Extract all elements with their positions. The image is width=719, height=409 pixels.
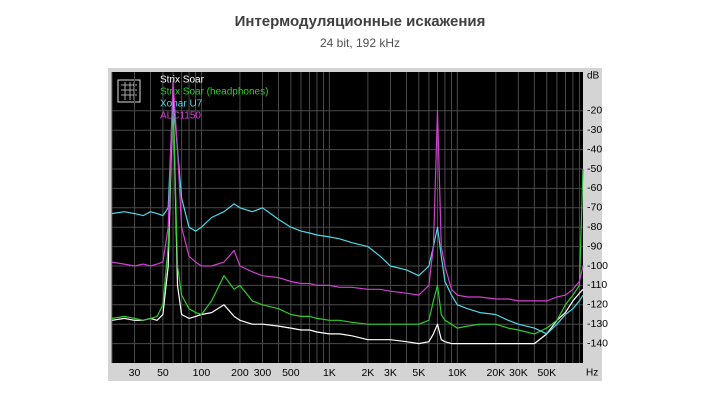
legend-label: ALC1150 xyxy=(160,111,201,122)
y-tick-label: -40 xyxy=(587,143,602,155)
y-tick-label: -50 xyxy=(587,163,602,175)
plot-area xyxy=(112,72,583,363)
legend-icon xyxy=(117,79,141,103)
y-tick-label: -130 xyxy=(587,318,608,330)
legend-label: Strix Soar (headphones) xyxy=(160,87,268,98)
x-tick-label: 1K xyxy=(323,367,336,379)
y-axis-unit: dB xyxy=(587,71,600,82)
x-tick-label: 50 xyxy=(157,367,169,379)
x-tick-label: 20K xyxy=(486,367,505,379)
chart-title: Интермодуляционные искажения xyxy=(235,13,486,30)
legend-label: Xonar U7 xyxy=(160,99,203,110)
x-tick-label: 100 xyxy=(193,367,211,379)
x-tick-label: 200 xyxy=(231,367,249,379)
y-tick-label: -140 xyxy=(587,337,608,349)
y-tick-label: -60 xyxy=(587,182,602,194)
y-tick-label: -100 xyxy=(587,260,608,272)
y-tick-label: -20 xyxy=(587,105,602,117)
x-tick-label: 5K xyxy=(412,367,425,379)
x-tick-label: 300 xyxy=(254,367,272,379)
x-tick-label: 2K xyxy=(361,367,374,379)
y-tick-label: -70 xyxy=(587,202,602,214)
x-tick-label: 3K xyxy=(384,367,397,379)
y-tick-label: -80 xyxy=(587,221,602,233)
x-axis-unit: Hz xyxy=(586,368,598,379)
chart-subtitle: 24 bit, 192 kHz xyxy=(320,36,400,50)
x-tick-label: 30K xyxy=(509,367,528,379)
y-tick-label: -30 xyxy=(587,124,602,136)
y-tick-label: -90 xyxy=(587,240,602,252)
legend-label: Strix Soar xyxy=(160,75,205,86)
y-tick-label: -110 xyxy=(587,279,607,291)
x-tick-label: 500 xyxy=(282,367,300,379)
x-tick-label: 30 xyxy=(129,367,141,379)
series-line xyxy=(111,94,584,335)
x-tick-label: 50K xyxy=(537,367,556,379)
x-tick-label: 10K xyxy=(448,367,467,379)
series-line xyxy=(111,81,584,302)
y-tick-label: -120 xyxy=(587,299,608,311)
